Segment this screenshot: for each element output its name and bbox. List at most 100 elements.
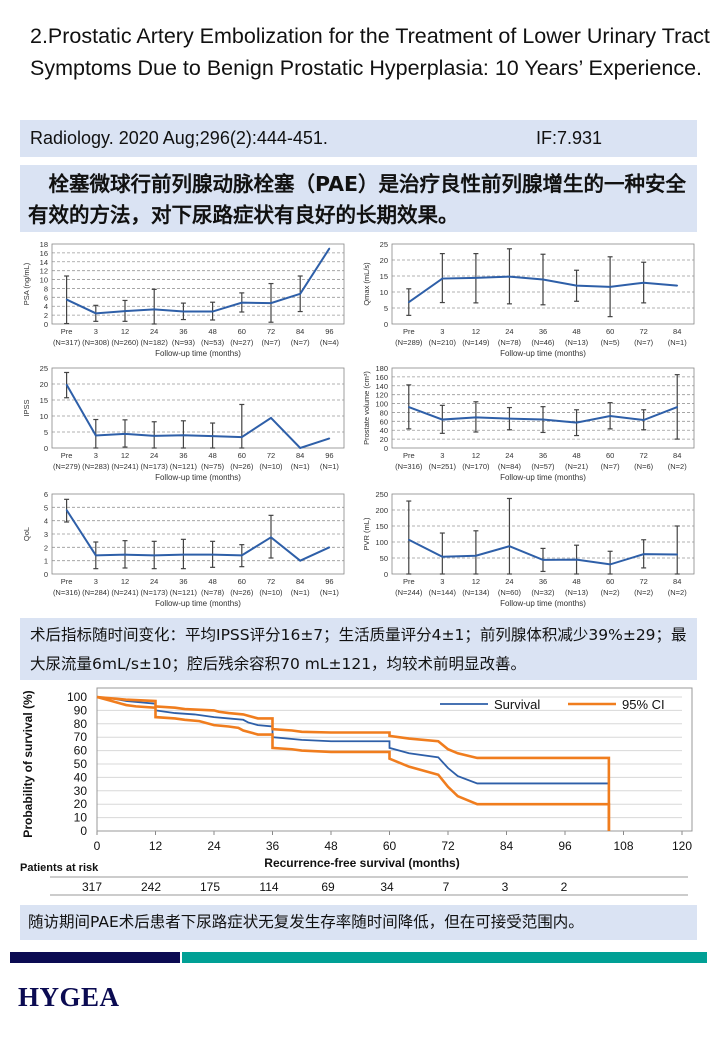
y-tick-label: 140 (375, 382, 388, 391)
data-point (95, 554, 97, 557)
x-tick-label: 12 (121, 327, 129, 336)
data-point (241, 554, 243, 557)
data-point (95, 434, 97, 437)
data-point (153, 435, 155, 437)
y-tick-label: 100 (67, 690, 87, 704)
x-tick-label: 96 (325, 451, 333, 460)
citation-band: Radiology. 2020 Aug;296(2):444-451. IF:7… (20, 120, 697, 157)
data-point (299, 447, 302, 449)
summary-band: 栓塞微球行前列腺动脉栓塞（PAE）是治疗良性前列腺增生的一种安全有效的方法，对下… (20, 165, 697, 232)
n-label: (N=26) (230, 462, 254, 471)
x-tick-label: 96 (325, 577, 333, 586)
y-tick-label: 40 (74, 770, 88, 784)
risk-count: 34 (380, 880, 394, 894)
n-label: (N=244) (395, 588, 423, 597)
n-label: (N=93) (172, 338, 196, 347)
data-point (270, 417, 272, 419)
data-point (609, 415, 611, 417)
data-line (66, 247, 331, 315)
x-tick-label: 60 (606, 327, 614, 336)
x-tick-label: 3 (440, 327, 444, 336)
n-label: (N=7) (601, 462, 620, 471)
n-label: (N=134) (462, 588, 490, 597)
n-label: (N=7) (634, 338, 653, 347)
n-label: (N=46) (531, 338, 555, 347)
data-point (65, 509, 68, 511)
n-label: (N=2) (668, 588, 687, 597)
y-tick-label: 0 (384, 444, 388, 453)
y-tick-label: 5 (384, 304, 388, 313)
data-point (475, 277, 477, 279)
n-label: (N=7) (291, 338, 310, 347)
x-tick-label: 36 (539, 327, 547, 336)
n-label: (N=316) (395, 462, 423, 471)
n-label: (N=4) (320, 338, 339, 347)
data-point (241, 301, 243, 304)
y-tick-label: 200 (375, 506, 388, 515)
x-tick-label: 72 (639, 577, 647, 586)
y-axis-label: PSA (ng/mL) (22, 262, 31, 305)
risk-table-label: Patients at risk (20, 862, 99, 874)
y-tick-label: 10 (380, 288, 388, 297)
data-point (211, 310, 214, 313)
x-tick-label: 48 (572, 577, 580, 586)
n-label: (N=1) (320, 462, 339, 471)
data-point (642, 553, 645, 555)
x-tick-label: 12 (149, 839, 163, 853)
n-label: (N=2) (634, 588, 653, 597)
data-line (65, 509, 330, 562)
x-tick-label: 36 (539, 451, 547, 460)
n-label: (N=32) (531, 588, 555, 597)
x-tick-label: 24 (150, 327, 158, 336)
data-point (182, 310, 185, 313)
x-tick-label: 3 (94, 327, 98, 336)
y-tick-label: 2 (44, 543, 48, 552)
x-tick-label: 48 (324, 839, 338, 853)
x-tick-label: 48 (208, 577, 216, 586)
legend-label-survival: Survival (494, 697, 540, 712)
pvr-chart: 0 50 100 150 200 250 Pre (N=244) 3 (N=144) 12 (N=13… (362, 490, 695, 608)
data-point (441, 418, 444, 421)
y-tick-label: 25 (380, 240, 388, 249)
y-tick-label: 100 (375, 400, 388, 409)
n-label: (N=60) (498, 588, 522, 597)
n-label: (N=57) (531, 462, 555, 471)
y-tick-label: 15 (40, 396, 48, 405)
data-point (124, 310, 126, 312)
n-label: (N=10) (259, 588, 283, 597)
n-label: (N=1) (291, 462, 310, 471)
y-tick-label: 6 (44, 490, 48, 499)
data-point (124, 433, 126, 435)
data-point (407, 406, 410, 408)
data-point (676, 284, 679, 287)
results-band: 术后指标随时间变化：平均IPSS评分16±7；生活质量评分4±1；前列腺体积减少… (20, 618, 697, 680)
y-tick-label: 20 (380, 256, 388, 265)
x-axis-label: Follow-up time (months) (155, 473, 241, 482)
n-label: (N=241) (111, 588, 139, 597)
y-tick-label: 80 (380, 408, 388, 417)
x-tick-label: 96 (325, 327, 333, 336)
data-point (642, 419, 645, 421)
y-tick-label: 20 (380, 435, 388, 444)
data-point (65, 383, 68, 386)
n-label: (N=284) (82, 588, 110, 597)
x-tick-label: 84 (500, 839, 514, 853)
n-label: (N=170) (462, 462, 490, 471)
y-tick-label: 0 (80, 824, 87, 838)
y-tick-label: 15 (380, 272, 388, 281)
y-tick-label: 1 (44, 557, 48, 566)
risk-count: 3 (502, 880, 509, 894)
data-line (65, 384, 330, 450)
risk-count: 7 (443, 880, 450, 894)
n-label: (N=317) (53, 338, 81, 347)
n-label: (N=10) (259, 462, 283, 471)
n-label: (N=283) (82, 462, 110, 471)
n-label: (N=279) (53, 462, 81, 471)
n-label: (N=13) (565, 338, 589, 347)
x-tick-label: 60 (238, 451, 246, 460)
y-tick-label: 20 (74, 797, 88, 811)
x-tick-label: 36 (179, 327, 187, 336)
x-tick-label: 3 (94, 451, 98, 460)
x-tick-label: 60 (606, 451, 614, 460)
